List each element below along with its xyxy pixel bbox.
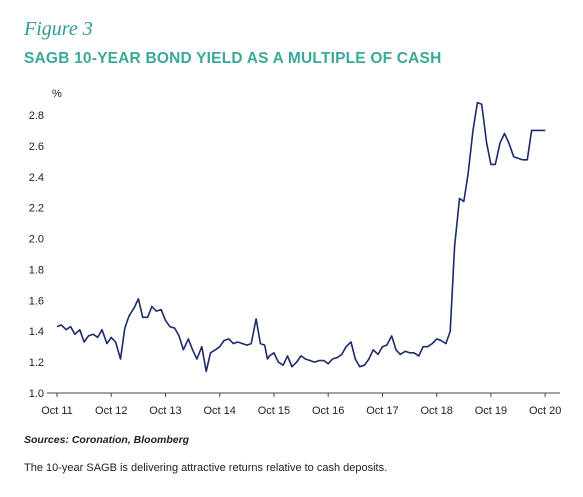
y-tick-label: 2.0	[29, 234, 44, 246]
y-tick-label: 1.6	[29, 295, 44, 307]
x-tick-label: Oct 18	[420, 405, 452, 417]
y-tick-label: 1.8	[29, 264, 44, 276]
x-tick-label: Oct 14	[204, 405, 236, 417]
y-tick-label: 2.4	[29, 172, 44, 184]
series-line	[56, 101, 546, 373]
source-note: Sources: Coronation, Bloomberg	[24, 434, 190, 446]
y-tick-label: 1.0	[29, 388, 44, 400]
x-tick-label: Oct 19	[475, 405, 507, 417]
line-chart: 1.01.21.41.61.82.02.22.42.62.8 Oct 11 Oct…	[29, 88, 562, 417]
x-axis-ticks: Oct 11 Oct 12 Oct 13 Oct 14 Oct 15 Oct 16 Oct …	[41, 393, 561, 417]
x-tick-label: Oct 20	[529, 405, 561, 417]
x-tick-label: Oct 12	[95, 405, 127, 417]
x-tick-label: Oct 15	[258, 405, 290, 417]
x-tick-label: Oct 16	[312, 405, 344, 417]
y-tick-label: 1.2	[29, 357, 44, 369]
x-tick-label: Oct 17	[366, 405, 398, 417]
x-tick-label: Oct 13	[149, 405, 181, 417]
y-axis-ticks: 1.0 1.2 1.4 1.6 1.8 2.0 2.2 2.4 2.6 2.8	[29, 110, 44, 400]
y-tick-label: 1.4	[29, 326, 44, 338]
y-tick-label: 2.6	[29, 141, 44, 153]
caption-text: The 10-year SAGB is delivering attractiv…	[24, 462, 388, 474]
chart-title: SAGB 10-YEAR BOND YIELD AS A MULTIPLE OF…	[24, 50, 442, 67]
y-tick-label: 2.2	[29, 203, 44, 215]
figure-label: Figure 3	[24, 18, 93, 40]
x-tick-label: Oct 11	[41, 405, 73, 417]
y-tick-label: 2.8	[29, 110, 44, 122]
y-axis-unit: %	[52, 88, 62, 100]
